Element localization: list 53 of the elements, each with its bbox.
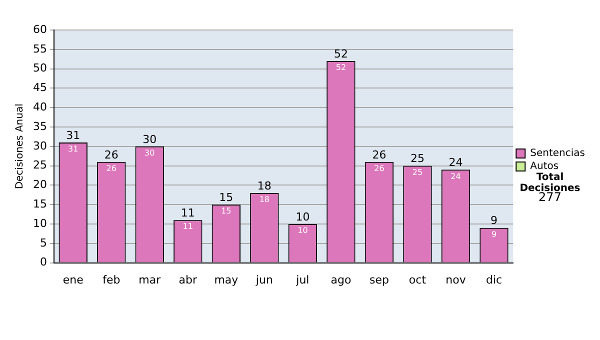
y-axis-title: Decisiones Anual [14,104,26,190]
total-label: 18 [257,179,272,192]
data-label: 52 [336,63,346,72]
total-label: 31 [66,128,80,142]
x-tick-label: jun [254,273,273,286]
x-tick-label: mar [138,273,162,286]
total-label: 10 [296,210,310,224]
data-label: 25 [412,168,423,177]
x-tick-label: ene [62,273,84,286]
y-tick-label: 45 [32,81,47,94]
legend-label: Autos [530,161,559,172]
y-tick-label: 30 [32,139,47,152]
total-label: 15 [219,190,234,204]
total-label: 26 [104,148,118,162]
data-label: 18 [259,195,270,204]
x-tick-label: jul [295,273,310,286]
data-label: 26 [374,164,384,173]
x-tick-label: may [214,273,239,286]
total-label: 30 [142,132,157,146]
y-tick-label: 60 [32,22,47,36]
data-label: 31 [68,144,78,154]
x-tick-label: dic [486,273,502,286]
y-tick-label: 25 [32,158,47,172]
data-label: 10 [298,226,308,236]
y-tick-label: 0 [40,256,47,269]
data-label: 24 [450,172,461,181]
y-tick-label: 55 [32,42,47,56]
x-tick-label: feb [102,273,120,286]
data-label: 9 [491,230,497,239]
y-tick-label: 50 [32,62,47,75]
x-tick-label: ago [330,273,352,286]
total-label: 52 [334,47,348,60]
data-label: 15 [221,206,232,216]
y-tick-label: 40 [32,100,47,114]
total-label: 24 [448,156,463,170]
x-tick-label: oct [408,273,427,286]
y-tick-label: 15 [32,197,47,210]
text: 277 [538,190,562,204]
y-tick-label: 35 [32,120,47,133]
data-label: 30 [144,148,155,158]
total-label: 9 [490,214,498,228]
data-label: 11 [182,222,194,232]
x-tick-label: abr [178,273,198,286]
total-label: 26 [372,148,386,162]
legend-label: Sentencias [530,148,586,160]
x-tick-label: sep [369,273,389,286]
y-tick-label: 20 [32,178,47,192]
data-label: 26 [106,164,116,173]
y-tick-label: 5 [40,236,47,250]
x-tick-label: nov [446,273,466,286]
total-label: 25 [410,152,424,166]
y-tick-label: 10 [32,216,47,230]
total-label: 11 [180,206,195,220]
